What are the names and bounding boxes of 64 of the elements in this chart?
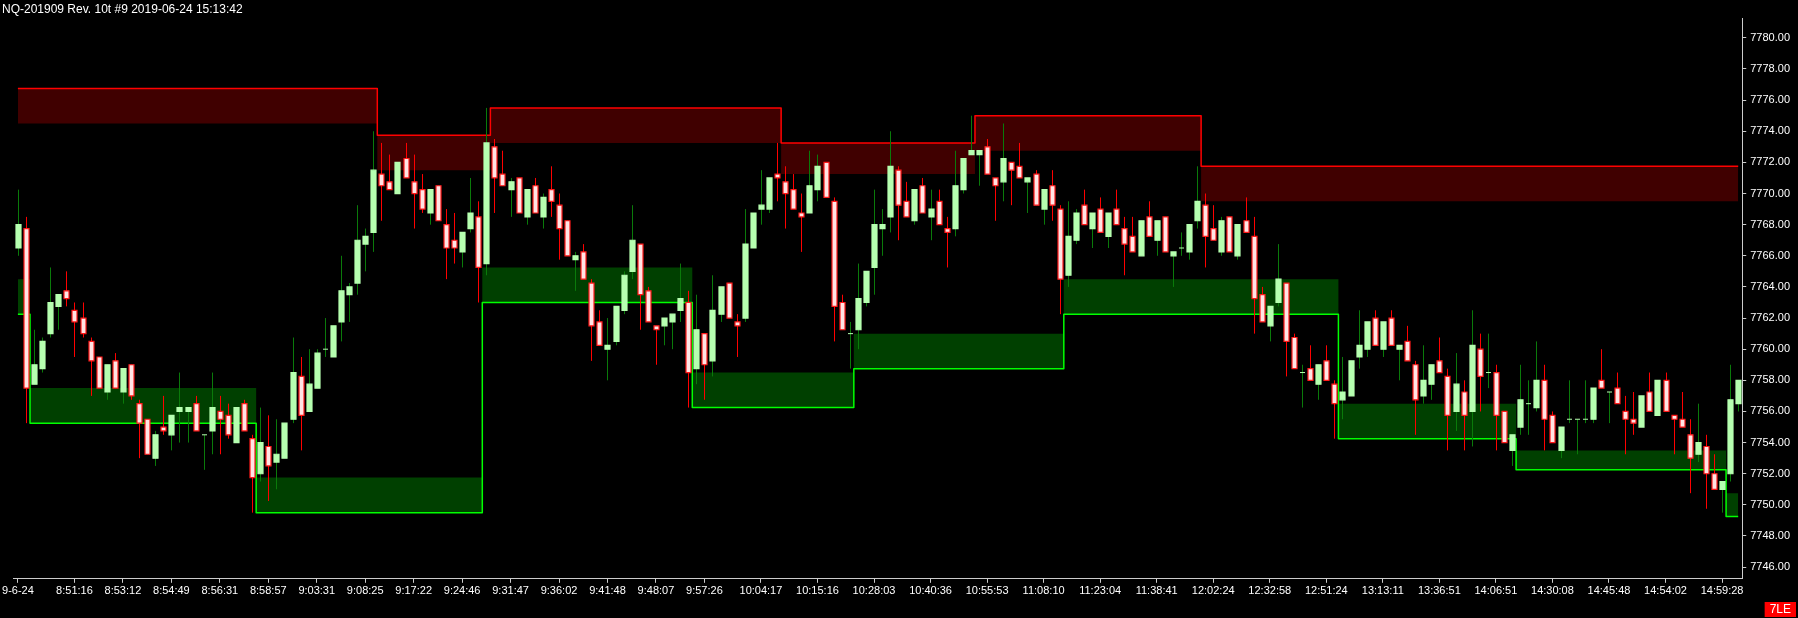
x-tick-label: 11:23:04: [1079, 584, 1122, 597]
x-tick-label: 9:41:48: [589, 584, 626, 597]
x-tick-label: 9:57:26: [686, 584, 723, 597]
y-tick-label: 7746.00: [1750, 560, 1790, 573]
x-tick-label: 14:54:02: [1644, 584, 1687, 597]
x-tick-label: 12:02:24: [1191, 584, 1235, 597]
y-tick-label: 7750.00: [1750, 497, 1790, 510]
x-tick-label: 11:38:41: [1135, 584, 1178, 597]
x-tick-label: 14:30:08: [1531, 584, 1574, 597]
y-tick-label: 7748.00: [1750, 529, 1790, 542]
y-tick-label: 7766.00: [1750, 248, 1790, 261]
x-tick-label: 9:36:02: [540, 584, 578, 597]
y-tick-label: 7752.00: [1750, 466, 1790, 479]
y-tick-label: 7776.00: [1750, 93, 1790, 106]
x-tick-label: 8:58:57: [249, 584, 287, 597]
x-tick-label: 10:15:16: [796, 584, 839, 597]
y-tick-label: 7756.00: [1750, 404, 1790, 417]
candlestick: [1606, 391, 1613, 424]
x-tick-label: 13:13:11: [1361, 584, 1404, 597]
x-tick-label: 9:24:46: [443, 584, 481, 597]
x-tick-label: 14:45:48: [1587, 584, 1631, 597]
y-tick-label: 7768.00: [1750, 217, 1790, 230]
candlestick: [1574, 418, 1581, 455]
y-tick-label: 7772.00: [1750, 155, 1790, 168]
text: 7LE: [1769, 602, 1791, 617]
x-tick-label: 9:08:25: [346, 584, 384, 597]
x-tick-label: 11:08:10: [1022, 584, 1065, 597]
y-tick-label: 7764.00: [1750, 279, 1790, 292]
x-tick-label: 8:53:12: [104, 584, 142, 597]
y-tick-label: 7754.00: [1750, 435, 1790, 448]
x-tick-label: 8:56:31: [201, 584, 239, 597]
x-tick-label: 10:04:17: [739, 584, 783, 597]
x-tick-label: 12:32:58: [1248, 584, 1292, 597]
x-tick-label: 13:36:51: [1417, 584, 1461, 597]
x-tick-label: 8:54:49: [153, 584, 190, 597]
candlestick: [1485, 333, 1492, 389]
candlestick: [1178, 231, 1185, 257]
y-tick-label: 7774.00: [1750, 124, 1790, 137]
x-tick-label: 12:51:24: [1304, 584, 1348, 597]
candlestick: [1299, 364, 1306, 409]
x-tick-label: 9:03:31: [298, 584, 336, 597]
candlestick: [201, 434, 208, 471]
candlestick: [1582, 379, 1589, 424]
x-tick-label: 10:40:36: [909, 584, 952, 597]
candlestick: [322, 317, 329, 358]
x-tick-label: 9:17:22: [395, 584, 432, 597]
x-tick-label: 9-6-24: [2, 584, 34, 597]
x-tick-label: 9:31:47: [492, 584, 529, 597]
x-tick-label: 10:55:53: [965, 584, 1009, 597]
candlestick: [1525, 379, 1532, 436]
y-tick-label: 7758.00: [1750, 373, 1790, 386]
y-tick-label: 7780.00: [1750, 30, 1790, 43]
y-tick-label: 7760.00: [1750, 342, 1790, 355]
candlestick: [847, 321, 854, 370]
x-tick-label: 10:28:03: [852, 584, 896, 597]
chart-title: NQ-201909 Rev. 10t #9 2019-06-24 15:13:42: [2, 1, 243, 16]
x-tick-label: 9:48:07: [637, 584, 675, 597]
x-tick-label: 14:59:28: [1700, 584, 1744, 597]
x-tick-label: 14:06:51: [1474, 584, 1518, 597]
candlestick: [1566, 379, 1573, 424]
x-tick-label: 8:51:16: [56, 584, 93, 597]
y-tick-label: 7762.00: [1750, 311, 1790, 324]
y-tick-label: 7778.00: [1750, 62, 1790, 75]
y-tick-label: 7770.00: [1750, 186, 1790, 199]
